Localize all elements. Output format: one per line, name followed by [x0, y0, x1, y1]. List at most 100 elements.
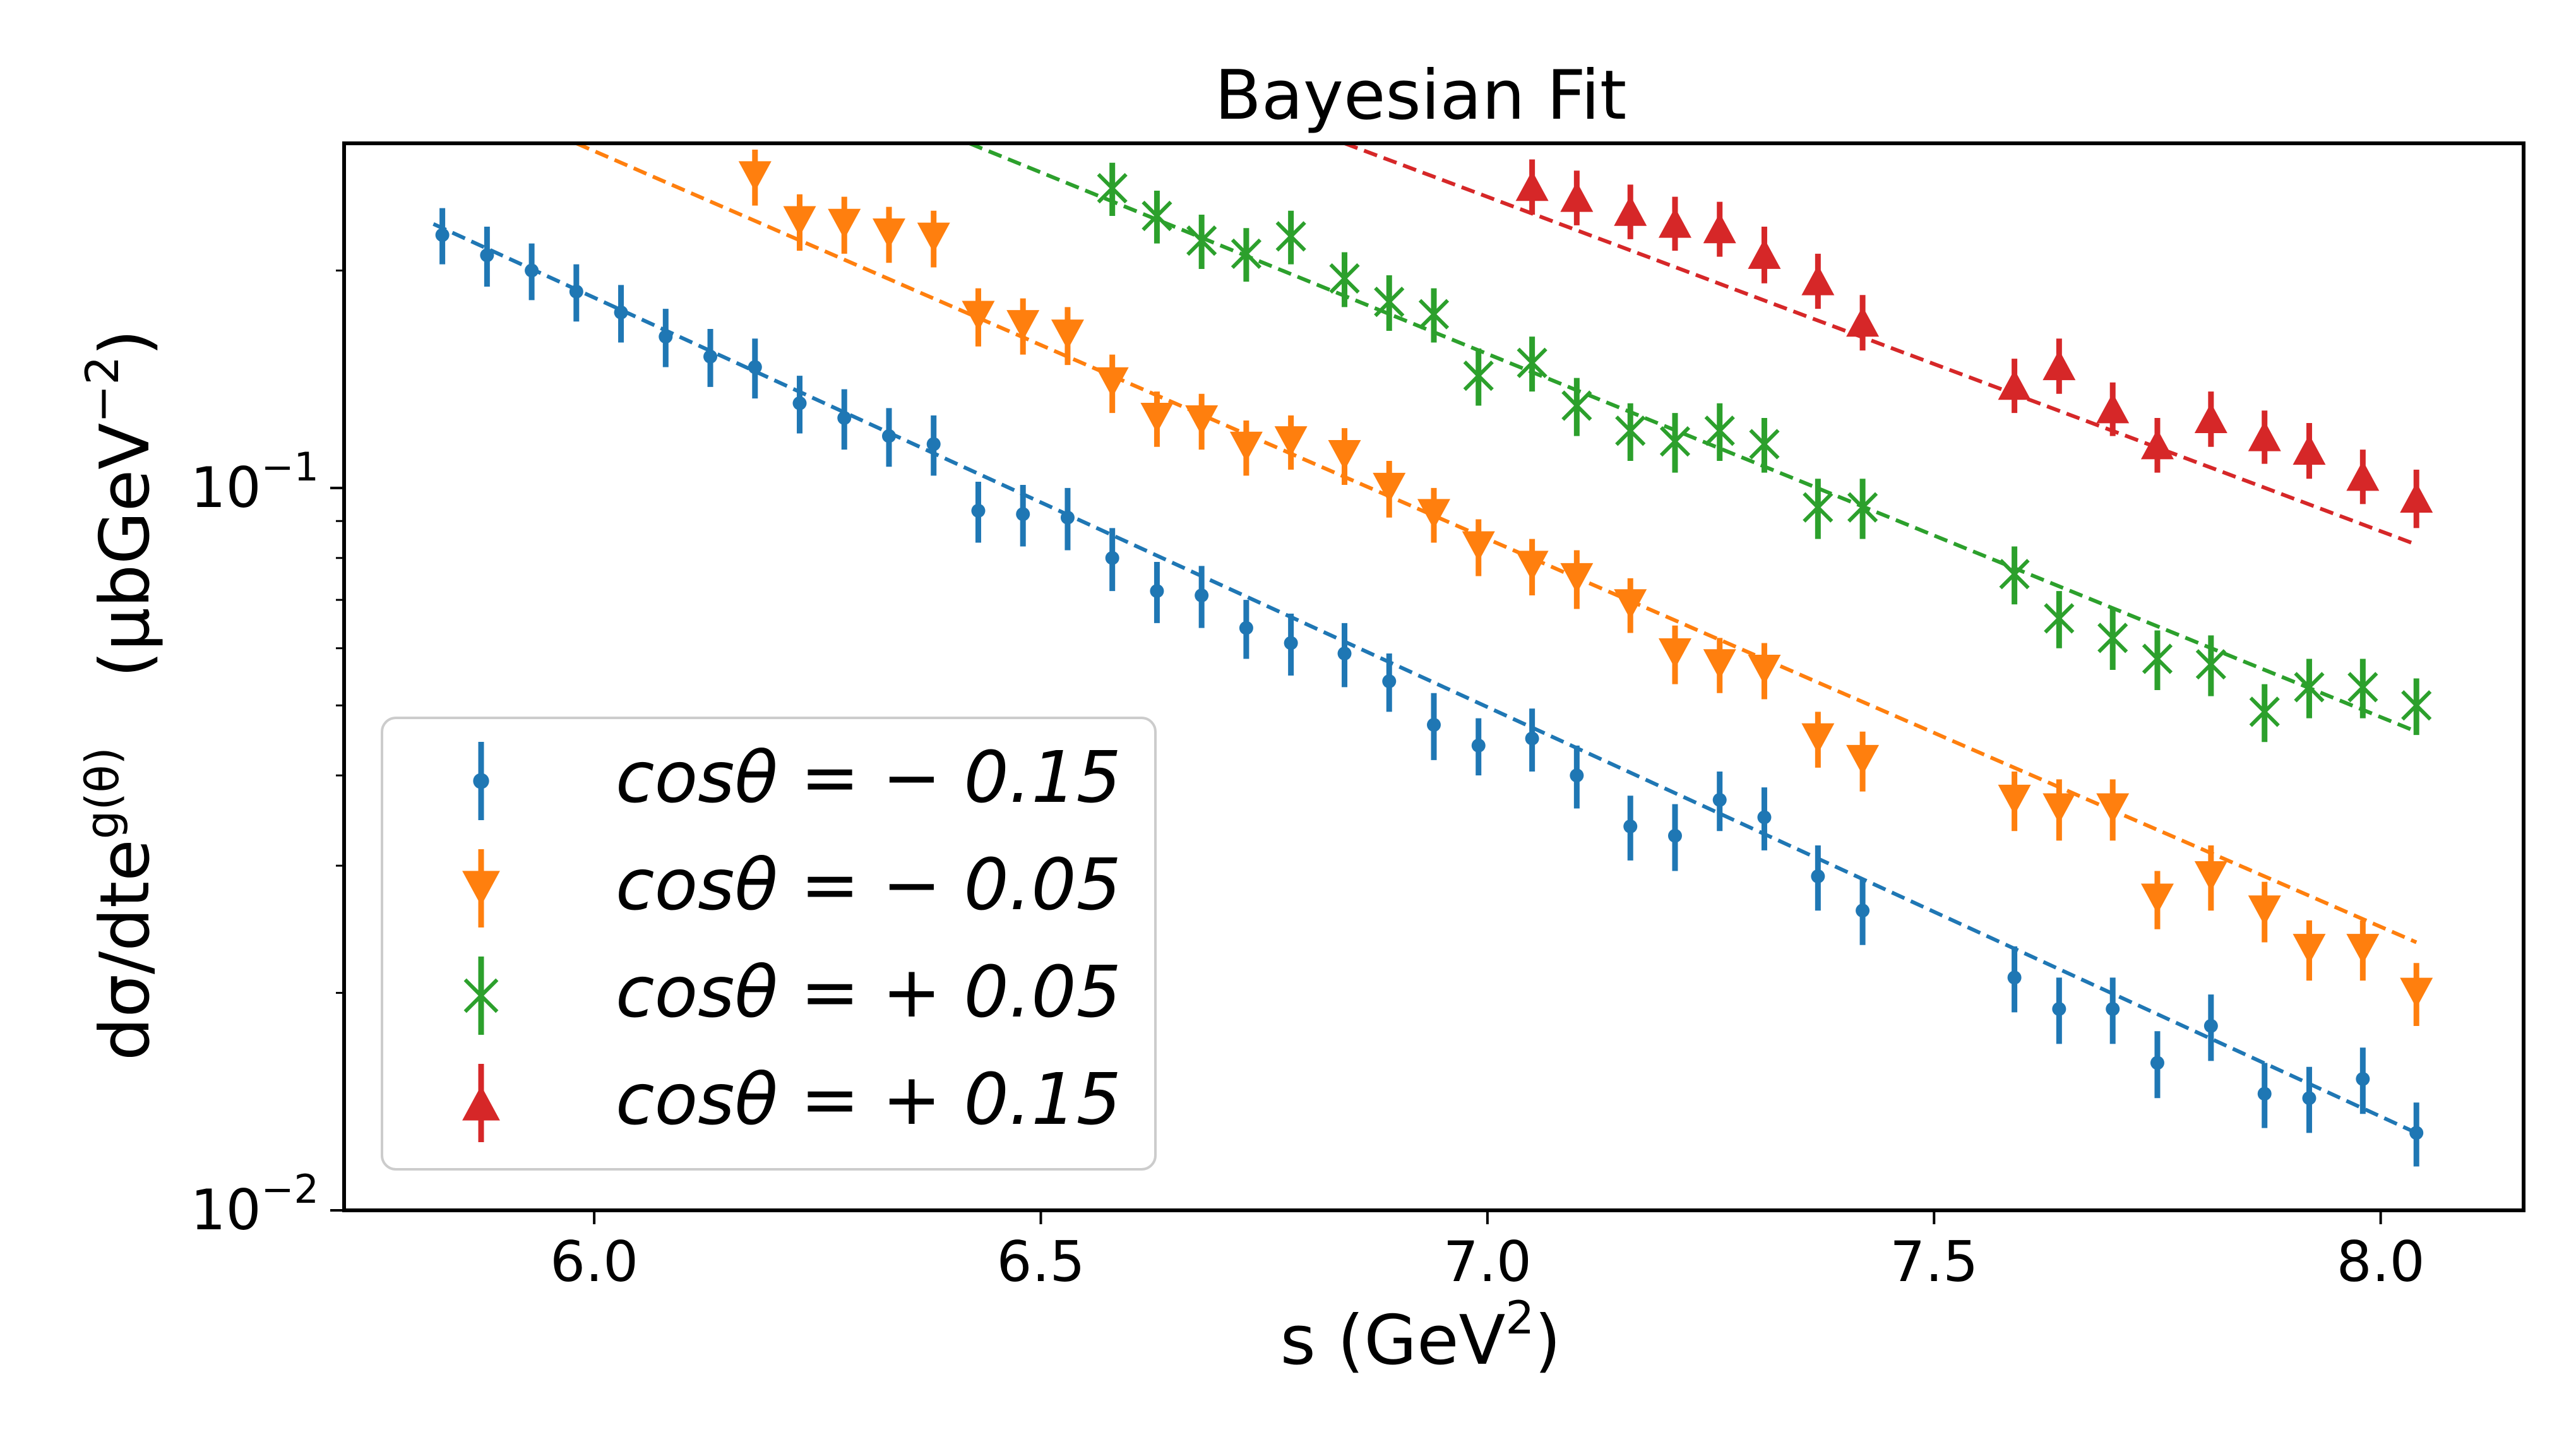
data-point	[1749, 429, 1780, 460]
data-point	[1417, 499, 1450, 530]
y-axis-label: dσ/dteg(θ) (μbGeV−2)	[76, 330, 165, 1061]
data-point	[2195, 649, 2226, 680]
data-point	[1329, 263, 1360, 294]
y-tick-label: 10−2	[191, 1166, 319, 1243]
data-point	[1847, 492, 1878, 523]
data-point	[1623, 819, 1638, 833]
data-point	[659, 330, 673, 344]
data-point	[1427, 718, 1441, 732]
chart-title: Bayesian Fit	[1215, 56, 1626, 135]
legend-marker	[462, 871, 500, 906]
y-axis-ticks: 10−210−1	[191, 444, 344, 1243]
data-point	[1757, 810, 1772, 825]
data-point	[2142, 643, 2173, 674]
data-point	[1811, 869, 1825, 883]
data-point	[1186, 225, 1217, 256]
data-point	[1561, 390, 1592, 421]
data-point	[1999, 559, 2030, 590]
data-point	[792, 396, 807, 410]
data-point	[1006, 310, 1040, 341]
legend-label-2: cosθ = + 0.05	[616, 951, 1121, 1034]
data-point	[1382, 674, 1397, 689]
data-point	[1142, 200, 1172, 232]
data-point	[2294, 672, 2325, 703]
x-tick-label: 8.0	[2337, 1229, 2425, 1294]
data-point	[926, 437, 941, 451]
data-point	[2140, 429, 2174, 460]
legend-markers	[462, 742, 500, 1142]
data-point	[962, 301, 995, 331]
data-point	[1195, 588, 1209, 603]
data-point	[917, 222, 950, 253]
data-point	[1614, 195, 1647, 226]
data-point	[1703, 213, 1736, 244]
data-point	[703, 349, 718, 364]
data-point	[1658, 207, 1691, 238]
data-point	[2346, 460, 2380, 491]
data-point	[828, 208, 861, 239]
legend-marker	[462, 1085, 500, 1121]
data-point	[2248, 420, 2281, 451]
x-tick-label: 6.5	[997, 1229, 1085, 1294]
y-tick-label-base: 10	[191, 1178, 261, 1243]
data-point	[2248, 895, 2281, 926]
data-point	[748, 360, 762, 374]
data-point	[882, 429, 896, 443]
data-point	[2194, 403, 2227, 434]
legend-marker	[463, 978, 499, 1013]
data-point	[2007, 970, 2022, 985]
data-point	[1515, 170, 1549, 201]
data-point	[783, 206, 816, 237]
x-tick-label: 6.0	[550, 1229, 638, 1294]
data-point	[1337, 647, 1352, 661]
fit-line-2	[969, 143, 2418, 734]
data-point	[1703, 649, 1736, 680]
data-point	[1374, 286, 1405, 318]
data-point	[1801, 265, 1835, 295]
legend-label-3: cosθ = + 0.15	[616, 1059, 1121, 1141]
data-point	[2249, 696, 2280, 727]
x-axis-label-main: s (GeV	[1280, 1301, 1506, 1380]
data-point	[1748, 238, 1781, 269]
data-point	[1658, 638, 1691, 669]
data-point	[1570, 768, 1584, 783]
data-point	[2097, 623, 2128, 653]
x-axis-label: s (GeV2)	[1280, 1291, 1561, 1380]
data-point	[2346, 934, 2380, 965]
data-point	[1659, 426, 1691, 457]
data-point	[1615, 415, 1646, 446]
data-point	[1517, 347, 1547, 378]
data-point	[525, 263, 539, 278]
data-point	[1097, 172, 1128, 204]
data-point	[614, 305, 628, 319]
data-point	[2052, 1002, 2066, 1017]
y-axis-label-unit-sup: −2	[76, 356, 129, 423]
legend-marker	[473, 773, 489, 789]
data-point	[1667, 828, 1682, 843]
data-point	[1231, 238, 1262, 269]
data-point	[2096, 393, 2130, 424]
y-axis-label-unit-close: )	[86, 330, 165, 356]
data-point	[2150, 1056, 2164, 1070]
data-point	[1856, 903, 1870, 918]
data-point	[837, 411, 852, 426]
data-point	[2400, 482, 2433, 513]
data-point	[1274, 426, 1308, 457]
data-point	[1016, 507, 1030, 522]
data-point	[738, 161, 772, 192]
data-point	[1998, 784, 2031, 815]
data-point	[2140, 883, 2174, 914]
data-point	[1803, 492, 1834, 523]
data-point	[2293, 434, 2326, 465]
legend-label-0: cosθ = − 0.15	[616, 737, 1121, 819]
legend-label-1: cosθ = − 0.05	[616, 844, 1121, 926]
data-point	[1185, 405, 1219, 436]
data-point	[435, 228, 450, 242]
data-point	[1525, 731, 1539, 746]
data-point	[2042, 350, 2076, 381]
y-tick-label-base: 10	[191, 455, 261, 520]
data-point	[2401, 690, 2432, 721]
series-0	[435, 208, 2424, 1167]
y-axis-label-exponent: g(θ)	[76, 747, 129, 839]
data-point	[1060, 510, 1075, 525]
